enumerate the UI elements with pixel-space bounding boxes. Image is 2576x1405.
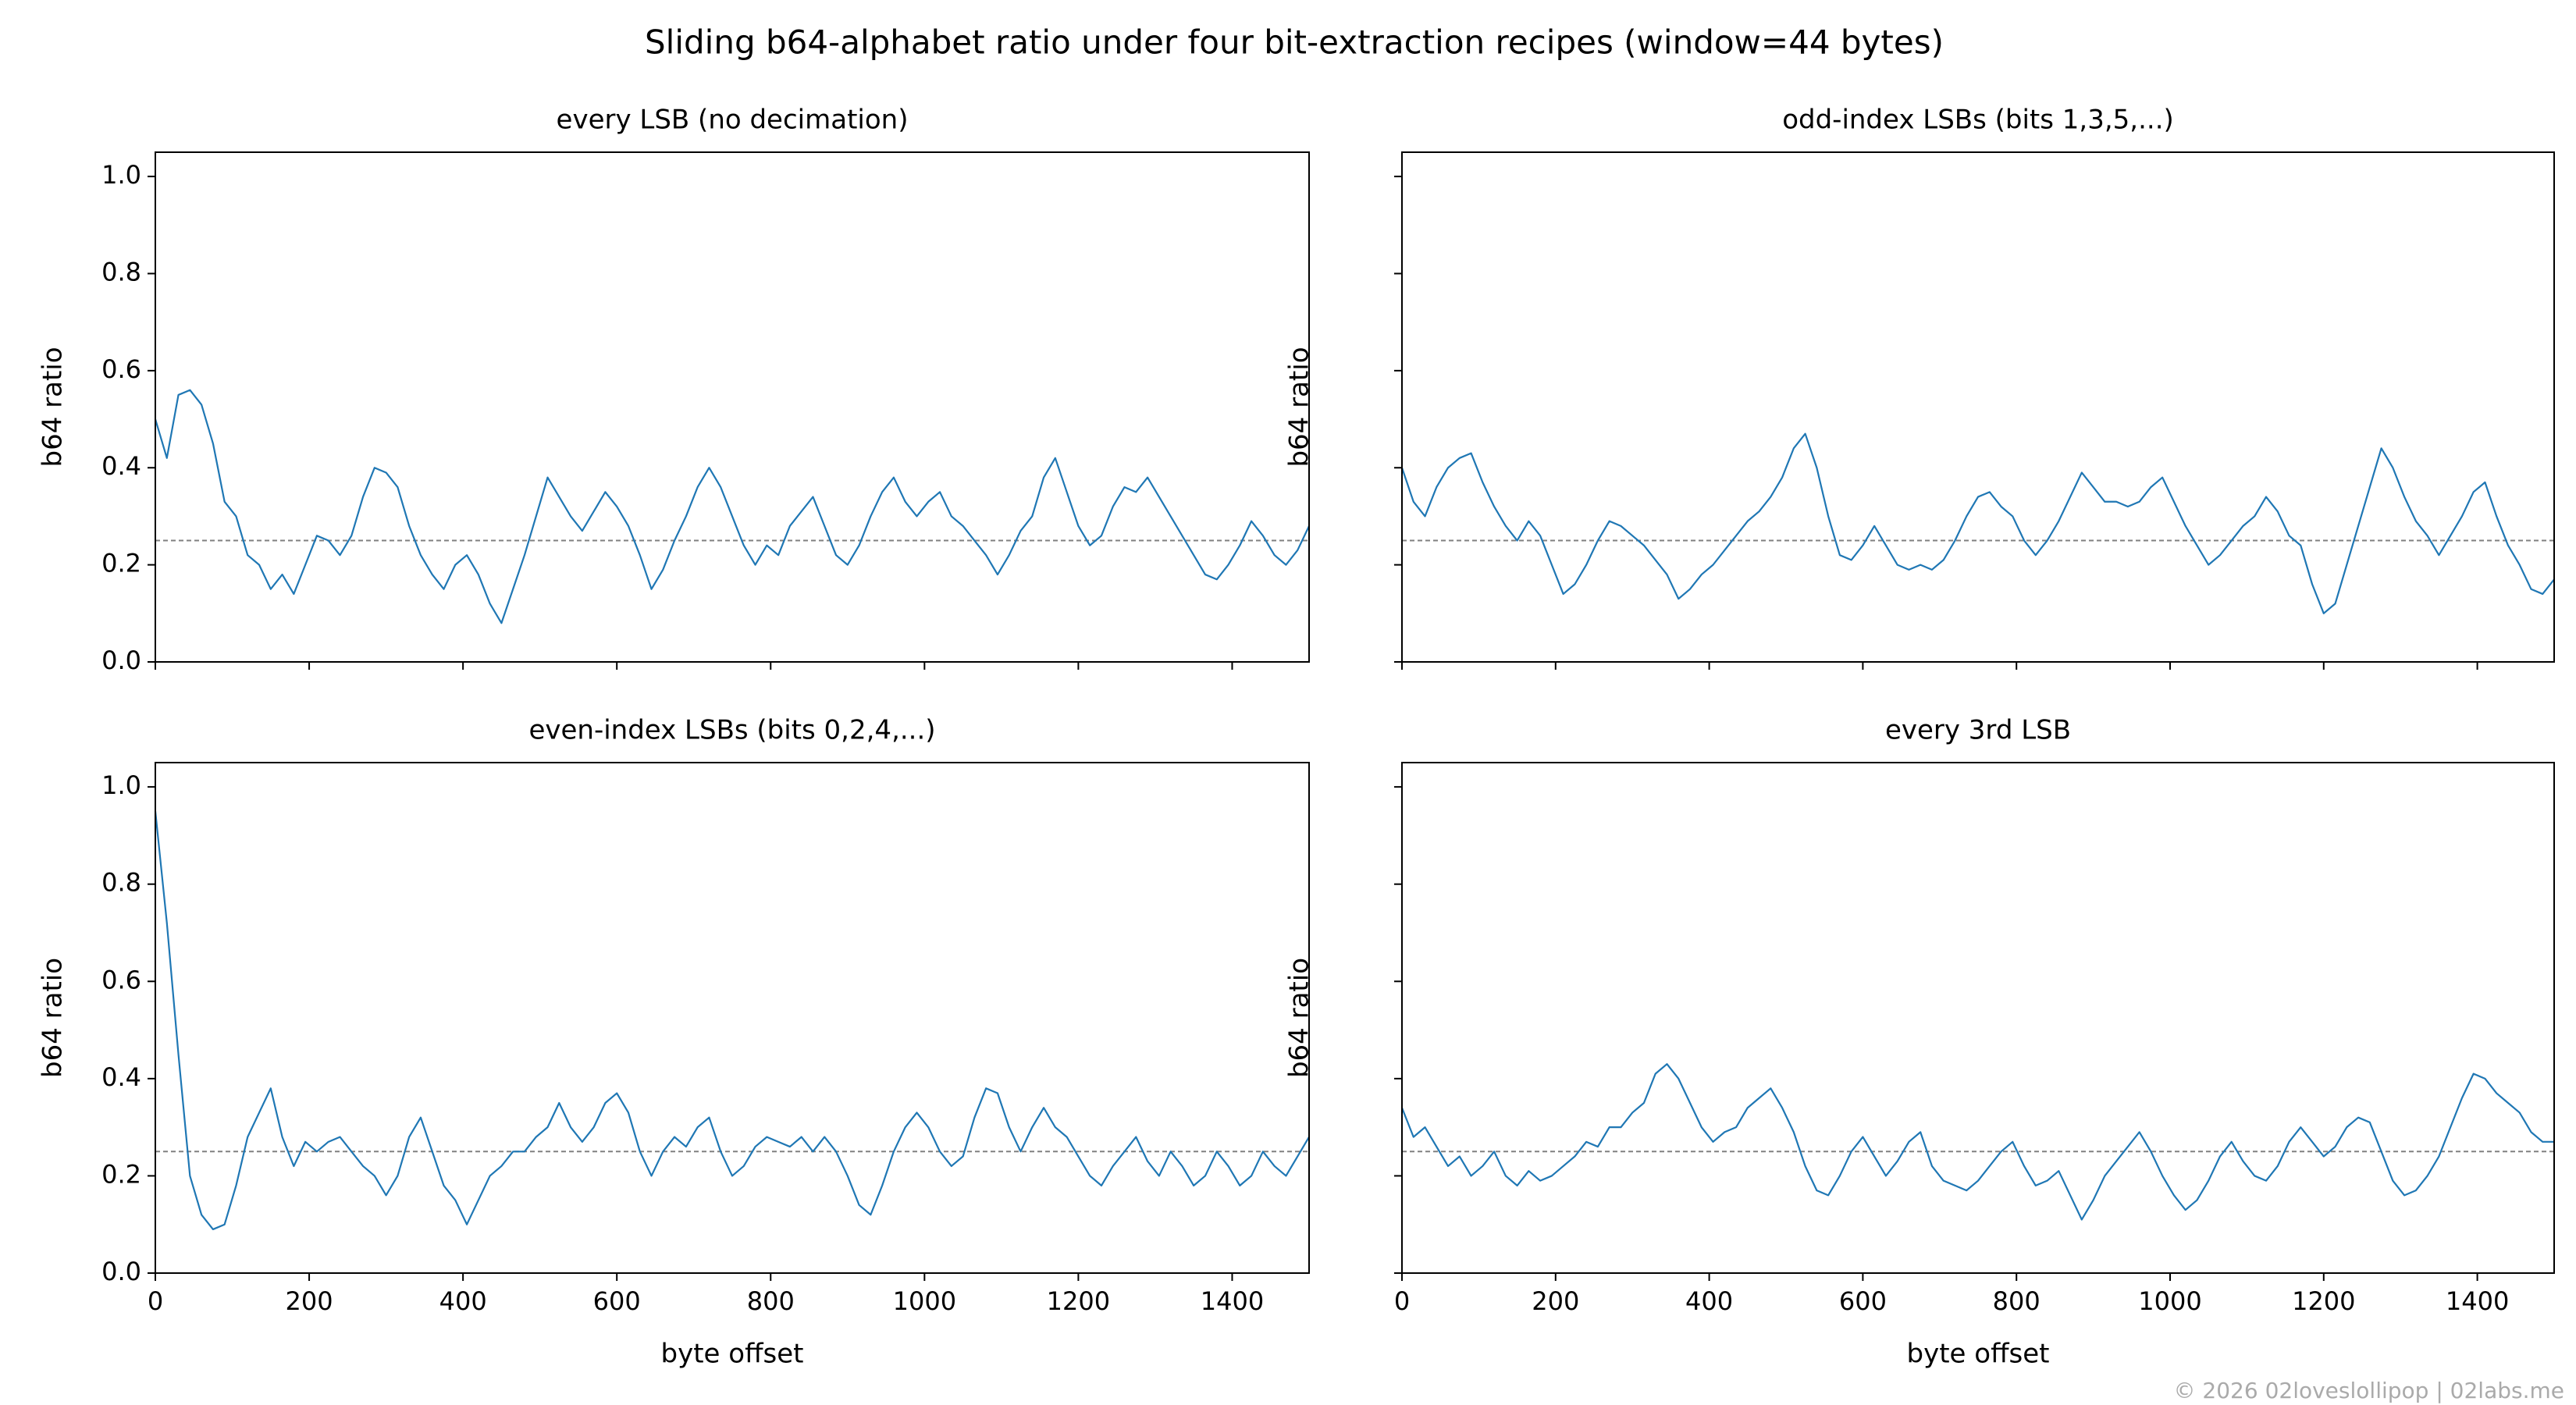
y-axis-label: b64 ratio (37, 347, 69, 467)
series-line (1400, 432, 2555, 614)
footer: © 2026 02loveslollipop | 02labs.me (2174, 1378, 2564, 1403)
axes-frame (1401, 151, 2555, 663)
x-tick-label: 800 (747, 1286, 795, 1316)
x-tick-label: 200 (286, 1286, 333, 1316)
y-tick-label: 0.8 (101, 868, 141, 898)
x-tick-label: 200 (1532, 1286, 1579, 1316)
subplot-title: every LSB (no decimation) (557, 105, 909, 136)
y-tick-label: 0.6 (101, 965, 141, 994)
axes-frame (1401, 762, 2555, 1274)
axes-frame (155, 151, 1310, 663)
x-tick-label: 1200 (1047, 1286, 1110, 1316)
y-tick-label: 0.4 (101, 1062, 141, 1092)
y-tick-label: 0.2 (101, 1159, 141, 1189)
x-tick-label: 1000 (2138, 1286, 2201, 1316)
x-tick-label: 0 (148, 1286, 163, 1316)
x-axis-label: byte offset (1907, 1339, 2050, 1370)
y-axis-label: b64 ratio (1284, 347, 1315, 467)
y-tick-label: 0.2 (101, 549, 141, 578)
y-axis-label: b64 ratio (1284, 958, 1315, 1078)
y-tick-label: 0.6 (101, 354, 141, 384)
x-tick-label: 1400 (2446, 1286, 2509, 1316)
y-tick-label: 1.0 (101, 770, 141, 800)
series-line (154, 811, 1310, 1231)
x-tick-label: 800 (1993, 1286, 2041, 1316)
figure-title: Sliding b64-alphabet ratio under four bi… (645, 23, 1944, 62)
y-tick-label: 0.0 (101, 646, 141, 675)
subplot-title: every 3rd LSB (1885, 715, 2071, 746)
x-tick-label: 400 (439, 1286, 487, 1316)
x-tick-label: 1400 (1201, 1286, 1264, 1316)
series-line (1400, 1063, 2554, 1221)
subplot-title: odd-index LSBs (bits 1,3,5,...) (1782, 105, 2174, 136)
y-tick-label: 0.0 (101, 1257, 141, 1286)
x-tick-label: 1200 (2292, 1286, 2355, 1316)
y-axis-label: b64 ratio (37, 958, 69, 1078)
y-tick-label: 0.8 (101, 257, 141, 286)
x-tick-label: 0 (1394, 1286, 1410, 1316)
axes-frame (155, 762, 1310, 1274)
y-tick-label: 0.4 (101, 451, 141, 481)
x-tick-label: 600 (593, 1286, 641, 1316)
x-tick-label: 600 (1839, 1286, 1887, 1316)
x-tick-label: 400 (1685, 1286, 1733, 1316)
y-tick-label: 1.0 (101, 160, 141, 190)
x-tick-label: 1000 (893, 1286, 956, 1316)
subplot-title: even-index LSBs (bits 0,2,4,...) (528, 715, 935, 746)
x-axis-label: byte offset (661, 1339, 804, 1370)
series-line (154, 389, 1310, 624)
